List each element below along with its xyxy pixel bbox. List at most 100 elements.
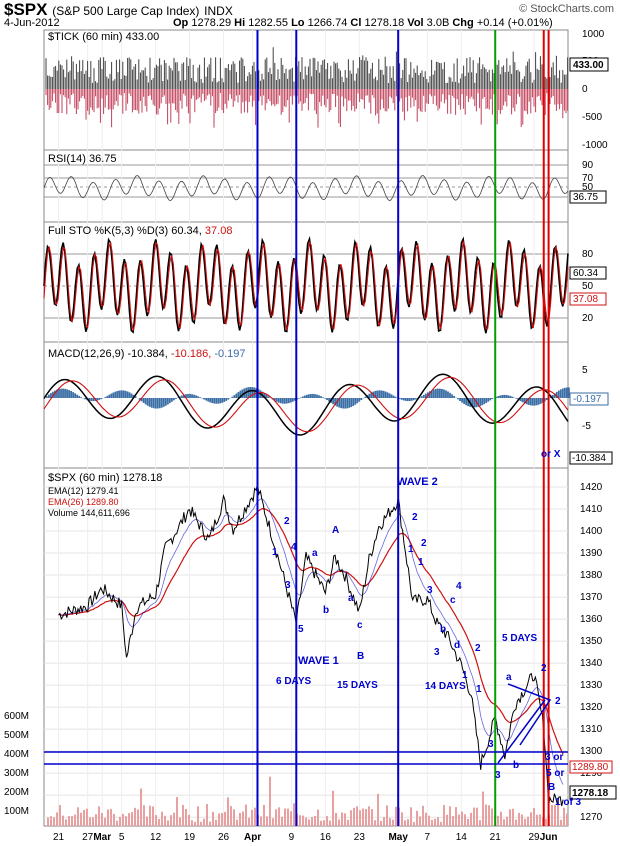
macd-hist-bar xyxy=(521,398,524,403)
macd-hist-bar xyxy=(275,398,278,402)
tick-tick-label: 1000 xyxy=(582,29,605,40)
price-tick-label: 1330 xyxy=(580,680,603,691)
volume-bar xyxy=(167,820,169,826)
annotation-1a: 1 xyxy=(272,547,278,558)
volume-bar xyxy=(263,804,265,826)
volume-bar xyxy=(143,805,145,826)
volume-bar xyxy=(269,776,271,826)
macd-hist-bar xyxy=(213,398,216,404)
volume-bar xyxy=(443,804,445,826)
macd-hist-bar xyxy=(485,398,488,403)
macd-hist-bar xyxy=(297,398,300,399)
macd-hist-box xyxy=(569,392,609,406)
macd-hist-bar xyxy=(322,397,324,398)
rsi-line xyxy=(43,175,569,201)
chart-header: $SPX (S&P 500 Large Cap Index) INDX 4-Ju… xyxy=(0,0,620,30)
volume-bar xyxy=(266,816,268,826)
volume-bar xyxy=(440,821,442,826)
volume-bar xyxy=(131,812,133,826)
macd-hist-bar xyxy=(108,394,111,398)
tick-tick-label: 0 xyxy=(582,84,588,95)
volume-bar xyxy=(515,819,517,826)
volume-bar xyxy=(482,791,484,826)
macd-hist-bar xyxy=(74,393,77,398)
macd-hist-bar xyxy=(293,398,296,401)
macd-hist-bar xyxy=(489,398,492,401)
volume-bar xyxy=(80,812,82,826)
volume-bar xyxy=(437,817,439,826)
macd-hist-bar xyxy=(189,393,191,398)
close-value: 1278.18 xyxy=(572,788,609,799)
volume-bar xyxy=(521,814,523,826)
macd-hist-bar xyxy=(445,390,447,398)
sto-tick-label: 20 xyxy=(582,313,594,324)
macd-hist-bar xyxy=(142,398,145,403)
volume-bar xyxy=(86,808,88,826)
macd-hist-bar xyxy=(533,398,536,406)
macd-hist-bar xyxy=(72,392,75,398)
volume-bar xyxy=(191,820,193,826)
volume-bar xyxy=(407,819,409,826)
svg-text:MACD(12,26,9) -10.384, -10.186: MACD(12,26,9) -10.384, -10.186, -0.197 xyxy=(48,348,246,360)
macd-hist-bar xyxy=(509,395,512,398)
volume-bar xyxy=(284,808,286,826)
price-tick-label: 1340 xyxy=(580,658,603,669)
macd-hist-bar xyxy=(507,395,510,398)
sto-d-box xyxy=(569,292,607,306)
macd-hist-bar xyxy=(187,393,189,398)
volume-bar xyxy=(362,808,364,826)
macd-hist-bar xyxy=(227,398,230,400)
macd-hist-bar xyxy=(412,398,415,401)
annotation-15days: 15 DAYS xyxy=(337,680,378,691)
price-tick-label: 1300 xyxy=(580,746,603,757)
close-value-box xyxy=(569,785,617,800)
ema26-value: 1289.80 xyxy=(572,762,609,773)
triangle-drawing xyxy=(44,683,568,765)
macd-hist-bar xyxy=(342,398,345,409)
macd-hist-bar xyxy=(463,398,465,404)
macd-hist-bar xyxy=(453,395,455,398)
macd-hist-bar xyxy=(100,398,103,400)
volume-bar xyxy=(314,815,316,826)
volume-bar xyxy=(509,809,511,826)
sto-d-label: 37.08 xyxy=(205,225,233,237)
macd-hist-bar xyxy=(497,396,500,398)
volume-tick-label: 200M xyxy=(4,787,29,798)
sto-d-line xyxy=(43,239,569,331)
x-tick-label: 9 xyxy=(289,832,295,843)
x-tick-label: 23 xyxy=(354,832,366,843)
volume-bar xyxy=(530,812,532,826)
macd-hist-bar xyxy=(50,393,52,398)
annotation-6days: 6 DAYS xyxy=(276,676,312,687)
macd-hist-label: -0.197 xyxy=(214,348,245,360)
macd-hist-bar xyxy=(215,398,218,404)
volume-bar xyxy=(197,806,199,826)
macd-hist-bar xyxy=(457,398,459,400)
macd-hist-bar xyxy=(545,398,548,400)
macd-hist-bar xyxy=(239,390,242,398)
macd-hist-bar xyxy=(235,393,238,398)
volume-bar xyxy=(98,806,100,826)
macd-hist-bar xyxy=(231,396,234,398)
volume-bar xyxy=(113,813,115,826)
macd-hist-bar xyxy=(166,398,169,405)
macd-panel xyxy=(43,341,569,469)
volume-bar xyxy=(68,816,70,826)
volume-bar xyxy=(236,819,238,826)
svg-text:Full STO %K(5,3) %D(3) 60.34,: Full STO %K(5,3) %D(3) 60.34, 37.08 xyxy=(48,225,232,237)
macd-hist-bar xyxy=(68,390,70,398)
macd-hist-bar xyxy=(420,396,423,398)
annotation-2c: 2 xyxy=(421,538,427,549)
macd-hist-bar xyxy=(511,396,514,398)
macd-hist-bar xyxy=(461,398,463,403)
x-tick-label: 7 xyxy=(425,832,431,843)
volume-bar xyxy=(122,813,124,826)
volume-bar xyxy=(419,816,421,826)
macd-hist-bar xyxy=(519,398,522,402)
macd-hist-bar xyxy=(348,398,351,408)
macd-hist-bar xyxy=(392,395,395,398)
copyright: © StockCharts.com xyxy=(519,3,614,15)
volume-bar xyxy=(173,812,175,826)
volume-bar xyxy=(227,797,229,826)
